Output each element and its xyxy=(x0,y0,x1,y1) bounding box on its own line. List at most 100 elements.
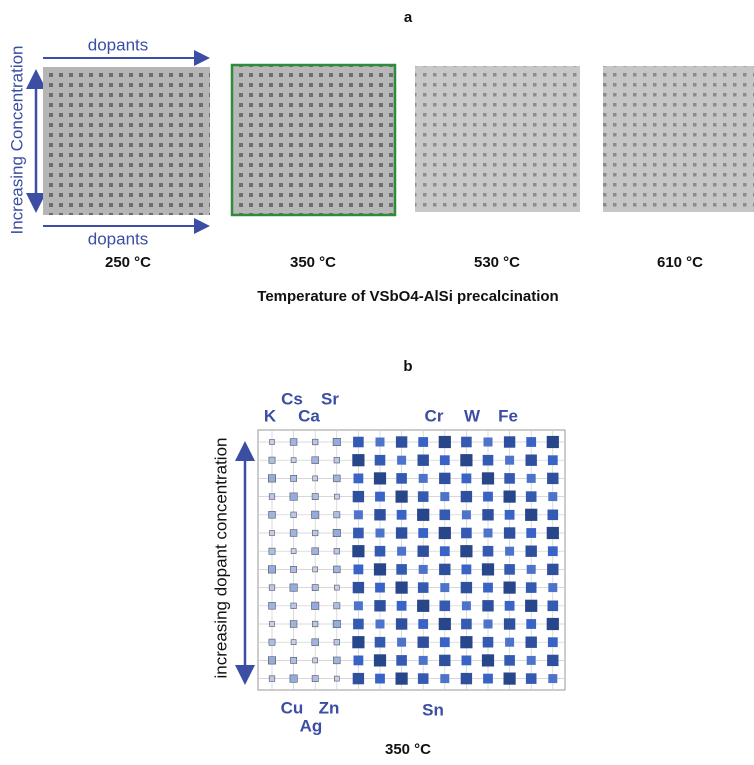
activity-square xyxy=(526,528,536,538)
activity-square xyxy=(333,657,340,664)
activity-square xyxy=(439,473,450,484)
activity-square xyxy=(354,474,364,484)
activity-square xyxy=(461,582,472,593)
activity-square xyxy=(547,473,558,484)
activity-square xyxy=(548,510,559,521)
element-label: W xyxy=(464,406,481,425)
plate xyxy=(415,66,580,212)
activity-square xyxy=(548,455,558,465)
activity-square xyxy=(269,511,276,518)
activity-square xyxy=(375,674,385,684)
temperature-label: 530 °C xyxy=(474,254,520,271)
activity-square xyxy=(548,674,557,683)
activity-square xyxy=(419,656,428,665)
activity-square xyxy=(312,602,319,609)
activity-square xyxy=(527,565,536,574)
activity-square xyxy=(375,637,386,648)
activity-square xyxy=(375,455,386,466)
activity-square xyxy=(460,454,472,466)
activity-square xyxy=(290,530,297,537)
activity-square xyxy=(548,601,559,612)
activity-square xyxy=(397,638,406,647)
activity-square xyxy=(291,640,296,645)
activity-square xyxy=(268,657,275,664)
temperature-label: 350 °C xyxy=(290,254,336,271)
activity-square xyxy=(269,602,276,609)
activity-square xyxy=(396,582,408,594)
activity-square xyxy=(417,600,429,612)
activity-square xyxy=(396,618,407,629)
plot-frame xyxy=(258,430,565,690)
activity-square xyxy=(291,458,296,463)
activity-square xyxy=(505,456,514,465)
activity-square xyxy=(334,639,340,645)
activity-square xyxy=(504,618,515,629)
activity-square xyxy=(352,545,364,557)
activity-square xyxy=(375,492,385,502)
activity-square xyxy=(291,603,297,609)
activity-square xyxy=(333,620,340,627)
activity-square xyxy=(439,564,450,575)
activity-square xyxy=(461,619,472,630)
activity-square xyxy=(396,473,407,484)
activity-square xyxy=(352,636,364,648)
element-label: Ag xyxy=(300,716,323,735)
activity-square xyxy=(376,529,385,538)
activity-square xyxy=(353,619,364,630)
activity-square xyxy=(334,494,339,499)
activity-square xyxy=(290,675,297,682)
activity-square xyxy=(462,656,472,666)
element-label: K xyxy=(264,406,277,425)
activity-square xyxy=(482,654,494,666)
activity-square xyxy=(526,582,537,593)
activity-square xyxy=(397,601,407,611)
activity-square xyxy=(418,528,428,538)
activity-square xyxy=(375,583,385,593)
activity-square xyxy=(440,510,451,521)
activity-square xyxy=(439,655,450,666)
activity-square xyxy=(439,436,451,448)
activity-square xyxy=(397,456,406,465)
activity-square xyxy=(334,603,340,609)
activity-square xyxy=(334,585,339,590)
activity-square xyxy=(312,511,319,518)
activity-square xyxy=(505,510,515,520)
activity-square xyxy=(439,527,451,539)
element-label: Cu xyxy=(281,698,304,717)
activity-square xyxy=(547,564,558,575)
activity-square xyxy=(353,491,364,502)
activity-square xyxy=(525,600,537,612)
activity-square xyxy=(460,636,472,648)
activity-square xyxy=(526,491,537,502)
activity-square xyxy=(505,638,514,647)
activity-square xyxy=(291,475,297,481)
activity-square xyxy=(483,583,493,593)
activity-square xyxy=(290,493,297,500)
activity-square xyxy=(334,548,340,554)
activity-square xyxy=(419,474,428,483)
activity-square xyxy=(484,620,493,629)
activity-square xyxy=(290,584,297,591)
activity-square xyxy=(483,546,494,557)
activity-square xyxy=(547,436,559,448)
element-label: Sn xyxy=(422,700,444,719)
activity-square xyxy=(374,472,386,484)
activity-square xyxy=(526,546,537,557)
element-label: Ca xyxy=(298,406,320,425)
activity-square xyxy=(270,531,275,536)
activity-square xyxy=(313,658,318,663)
activity-square xyxy=(333,566,340,573)
activity-square xyxy=(374,654,386,666)
activity-square xyxy=(376,620,385,629)
activity-square xyxy=(418,491,429,502)
activity-square xyxy=(376,438,385,447)
activity-square xyxy=(333,438,340,445)
activity-square xyxy=(547,655,558,666)
activity-square xyxy=(312,585,318,591)
plate xyxy=(232,65,395,215)
activity-square xyxy=(397,510,407,520)
activity-square xyxy=(548,583,557,592)
activity-square xyxy=(312,457,319,464)
activity-square xyxy=(461,437,472,448)
activity-square xyxy=(353,437,364,448)
